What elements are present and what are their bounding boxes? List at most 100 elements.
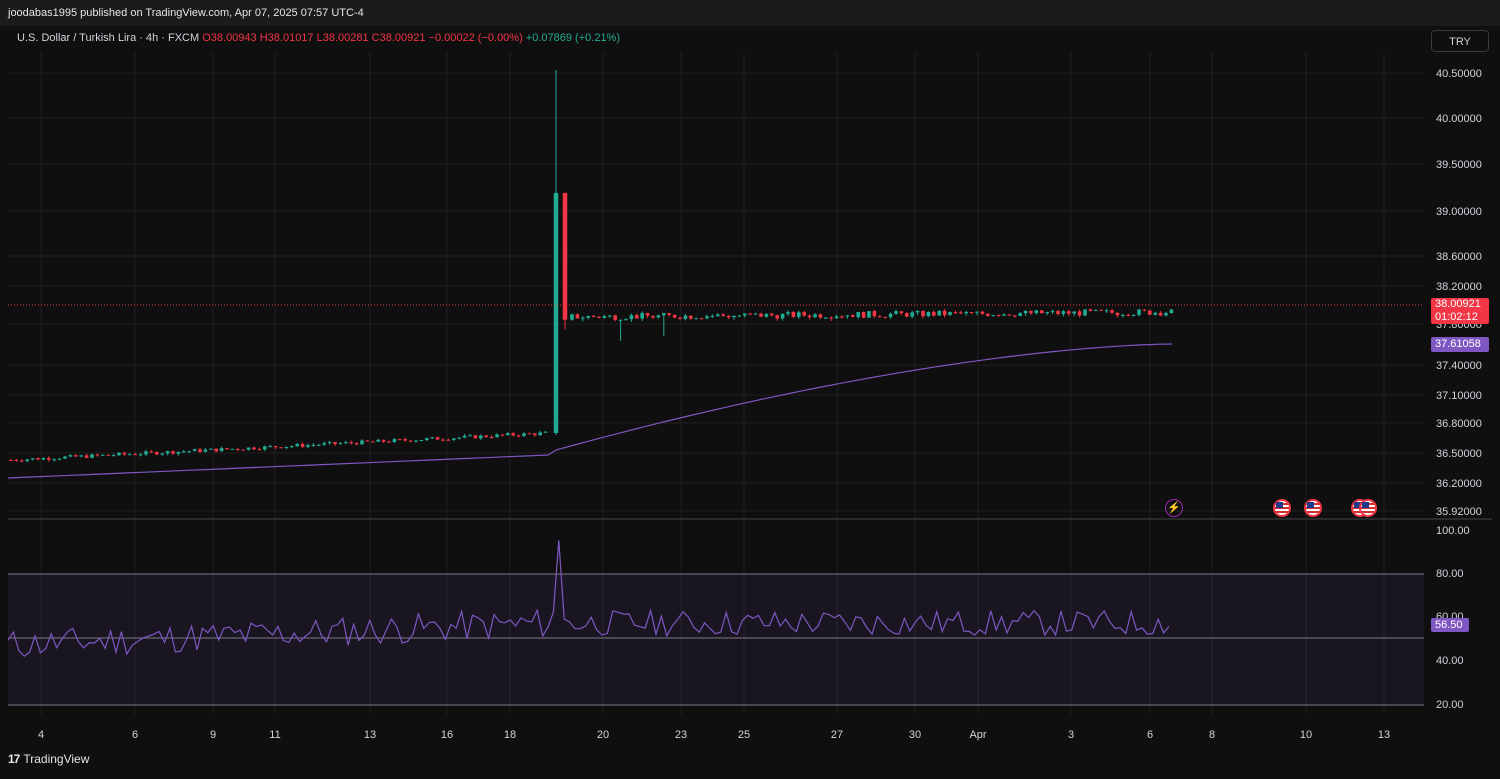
candle-body: [829, 317, 833, 319]
candle-body: [14, 459, 19, 461]
candle-body: [699, 318, 704, 320]
candle-body: [198, 449, 202, 452]
rsi-band: [8, 574, 1424, 705]
us-flag-icon[interactable]: [1304, 499, 1322, 517]
candle-body: [457, 437, 461, 439]
candle-body: [63, 456, 67, 459]
candle-body: [710, 315, 715, 317]
candle-body: [1083, 309, 1087, 316]
price-axis-label: 39.50000: [1436, 159, 1482, 171]
candle-body: [101, 454, 105, 456]
candle-body: [219, 448, 224, 452]
candle-body: [295, 444, 299, 447]
candle-body: [867, 311, 871, 318]
candle-body: [645, 312, 650, 316]
candle-body: [117, 452, 121, 456]
us-flag-icon[interactable]: [1273, 499, 1291, 517]
symbol-info: U.S. Dollar / Turkish Lira · 4h · FXCM O…: [17, 32, 620, 44]
candle-body: [414, 440, 418, 442]
candle-body: [160, 453, 164, 455]
candle-body: [888, 313, 893, 318]
candle-body: [533, 433, 537, 436]
candle-body: [732, 315, 736, 318]
candle-body: [192, 449, 197, 452]
price-axis-label: 37.40000: [1436, 360, 1482, 372]
candle-body: [290, 446, 294, 448]
candle-body: [1023, 310, 1028, 314]
candle-body: [144, 451, 148, 455]
price-axis-label: 36.20000: [1436, 478, 1482, 490]
candle-body: [1142, 309, 1147, 311]
candle-body: [651, 315, 655, 318]
candle-body: [948, 312, 952, 316]
candle-body: [1164, 313, 1168, 316]
candle-body: [111, 455, 116, 457]
candle-body: [618, 319, 623, 321]
candle-body: [905, 313, 909, 317]
time-axis-label: 16: [441, 729, 453, 741]
lightning-icon[interactable]: ⚡: [1165, 499, 1183, 517]
candle-body: [435, 437, 440, 440]
candle-body: [138, 454, 143, 456]
price-axis-label: 36.80000: [1436, 418, 1482, 430]
candle-body: [705, 316, 709, 319]
candle-body: [991, 315, 995, 317]
price-axis-label: 38.60000: [1436, 251, 1482, 263]
candle-body: [575, 314, 580, 319]
candle-body: [365, 440, 370, 442]
tradingview-logo-icon[interactable]: 17: [8, 752, 20, 766]
candle-body: [1131, 314, 1136, 316]
candle-body: [90, 454, 94, 458]
candle-body: [721, 314, 725, 316]
candle-body: [689, 315, 693, 319]
candle-body: [802, 312, 806, 316]
candle-body: [1104, 310, 1109, 312]
candle-body: [678, 317, 682, 319]
price-tag-countdown: 01:02:12: [1435, 311, 1478, 323]
candle-body: [861, 312, 866, 318]
candle-body: [851, 315, 855, 318]
extra-change-value: +0.07869 (+0.21%): [525, 32, 620, 44]
close-value: C38.00921: [371, 32, 426, 44]
candle-body: [797, 312, 801, 317]
candle-body: [1034, 310, 1039, 314]
candle-body: [1067, 311, 1071, 314]
candle-body: [392, 439, 397, 443]
currency-button[interactable]: TRY: [1431, 30, 1489, 52]
candle-body: [128, 454, 132, 456]
candle-body: [926, 311, 931, 317]
candle-body: [419, 440, 424, 442]
candle-body: [845, 315, 850, 317]
open-value: O38.00943: [202, 32, 257, 44]
candle-body: [311, 444, 316, 446]
footer-brand[interactable]: TradingView: [23, 752, 90, 766]
candle-body: [1013, 315, 1017, 317]
candle-body: [1148, 310, 1152, 315]
grid-lines: [8, 52, 1424, 715]
candle-body: [726, 315, 731, 318]
candle-body: [608, 315, 612, 317]
footer: 17 TradingView: [8, 752, 89, 766]
candle-body: [452, 438, 456, 440]
time-axis-label: 4: [38, 729, 44, 741]
candle-body: [1094, 309, 1098, 311]
candle-body: [662, 313, 666, 316]
time-axis-label: 6: [1147, 729, 1153, 741]
candle-body: [1153, 312, 1157, 315]
us-flag-icon[interactable]: [1359, 499, 1377, 517]
candle-body: [398, 439, 402, 441]
candle-body: [425, 438, 429, 441]
candle-body: [122, 452, 127, 455]
candle-body: [511, 433, 515, 436]
candle-body: [225, 448, 229, 450]
candle-body: [980, 311, 985, 314]
candle-body: [996, 315, 1001, 317]
candle-body: [171, 451, 175, 454]
candle-body: [1121, 314, 1125, 316]
candle-body: [344, 442, 348, 444]
candle-body: [538, 432, 542, 436]
candle-body: [495, 434, 499, 438]
candle-body: [921, 310, 925, 317]
time-axis-label: 11: [269, 729, 280, 741]
